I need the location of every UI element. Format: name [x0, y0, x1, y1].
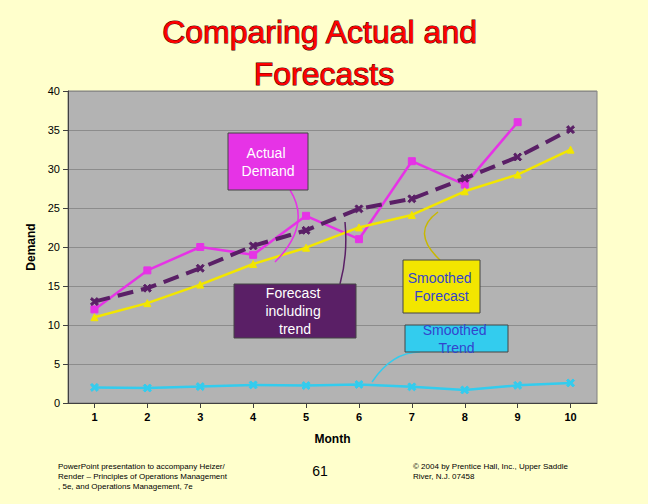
svg-text:10: 10	[48, 319, 60, 331]
svg-text:0: 0	[54, 397, 60, 409]
svg-text:Actual: Actual	[247, 145, 290, 161]
svg-text:35: 35	[48, 124, 60, 136]
svg-text:8: 8	[462, 411, 468, 423]
svg-text:40: 40	[48, 85, 60, 97]
svg-text:River, N.J. 07458: River, N.J. 07458	[413, 472, 475, 481]
svg-text:15: 15	[48, 280, 60, 292]
svg-text:1: 1	[91, 411, 97, 423]
svg-text:including: including	[265, 303, 324, 319]
svg-text:20: 20	[48, 241, 60, 253]
svg-text:Comparing Actual and: Comparing Actual and	[162, 14, 486, 50]
svg-text:Demand: Demand	[24, 223, 38, 270]
svg-text:Month: Month	[315, 432, 351, 446]
svg-text:2: 2	[144, 411, 150, 423]
svg-text:PowerPoint presentation to acc: PowerPoint presentation to accompany Hei…	[58, 462, 226, 471]
svg-text:Smoothed: Smoothed	[408, 270, 476, 286]
svg-text:Forecasts: Forecasts	[254, 56, 394, 92]
svg-text:5: 5	[303, 411, 309, 423]
svg-text:4: 4	[250, 411, 257, 423]
svg-text:Forecast: Forecast	[414, 288, 469, 304]
svg-text:7: 7	[409, 411, 415, 423]
svg-text:Smoothed: Smoothed	[423, 322, 491, 338]
svg-text:trend: trend	[279, 321, 311, 337]
svg-text:9: 9	[515, 411, 521, 423]
svg-text:Trend: Trend	[438, 340, 474, 356]
svg-text:10: 10	[564, 411, 576, 423]
svg-text:61: 61	[312, 463, 328, 479]
svg-text:, 5e, and Operations Managemen: , 5e, and Operations Management, 7e	[58, 482, 193, 491]
svg-text:6: 6	[356, 411, 362, 423]
svg-text:30: 30	[48, 163, 60, 175]
svg-text:3: 3	[197, 411, 203, 423]
svg-text:5: 5	[54, 358, 60, 370]
svg-text:© 2004 by Prentice Hall, Inc.,: © 2004 by Prentice Hall, Inc., Upper Sad…	[413, 462, 570, 471]
svg-text:Forecast: Forecast	[266, 285, 324, 301]
svg-text:Demand: Demand	[242, 163, 295, 179]
svg-text:Render – Principles of Operati: Render – Principles of Operations Manage…	[58, 472, 228, 481]
svg-text:25: 25	[48, 202, 60, 214]
